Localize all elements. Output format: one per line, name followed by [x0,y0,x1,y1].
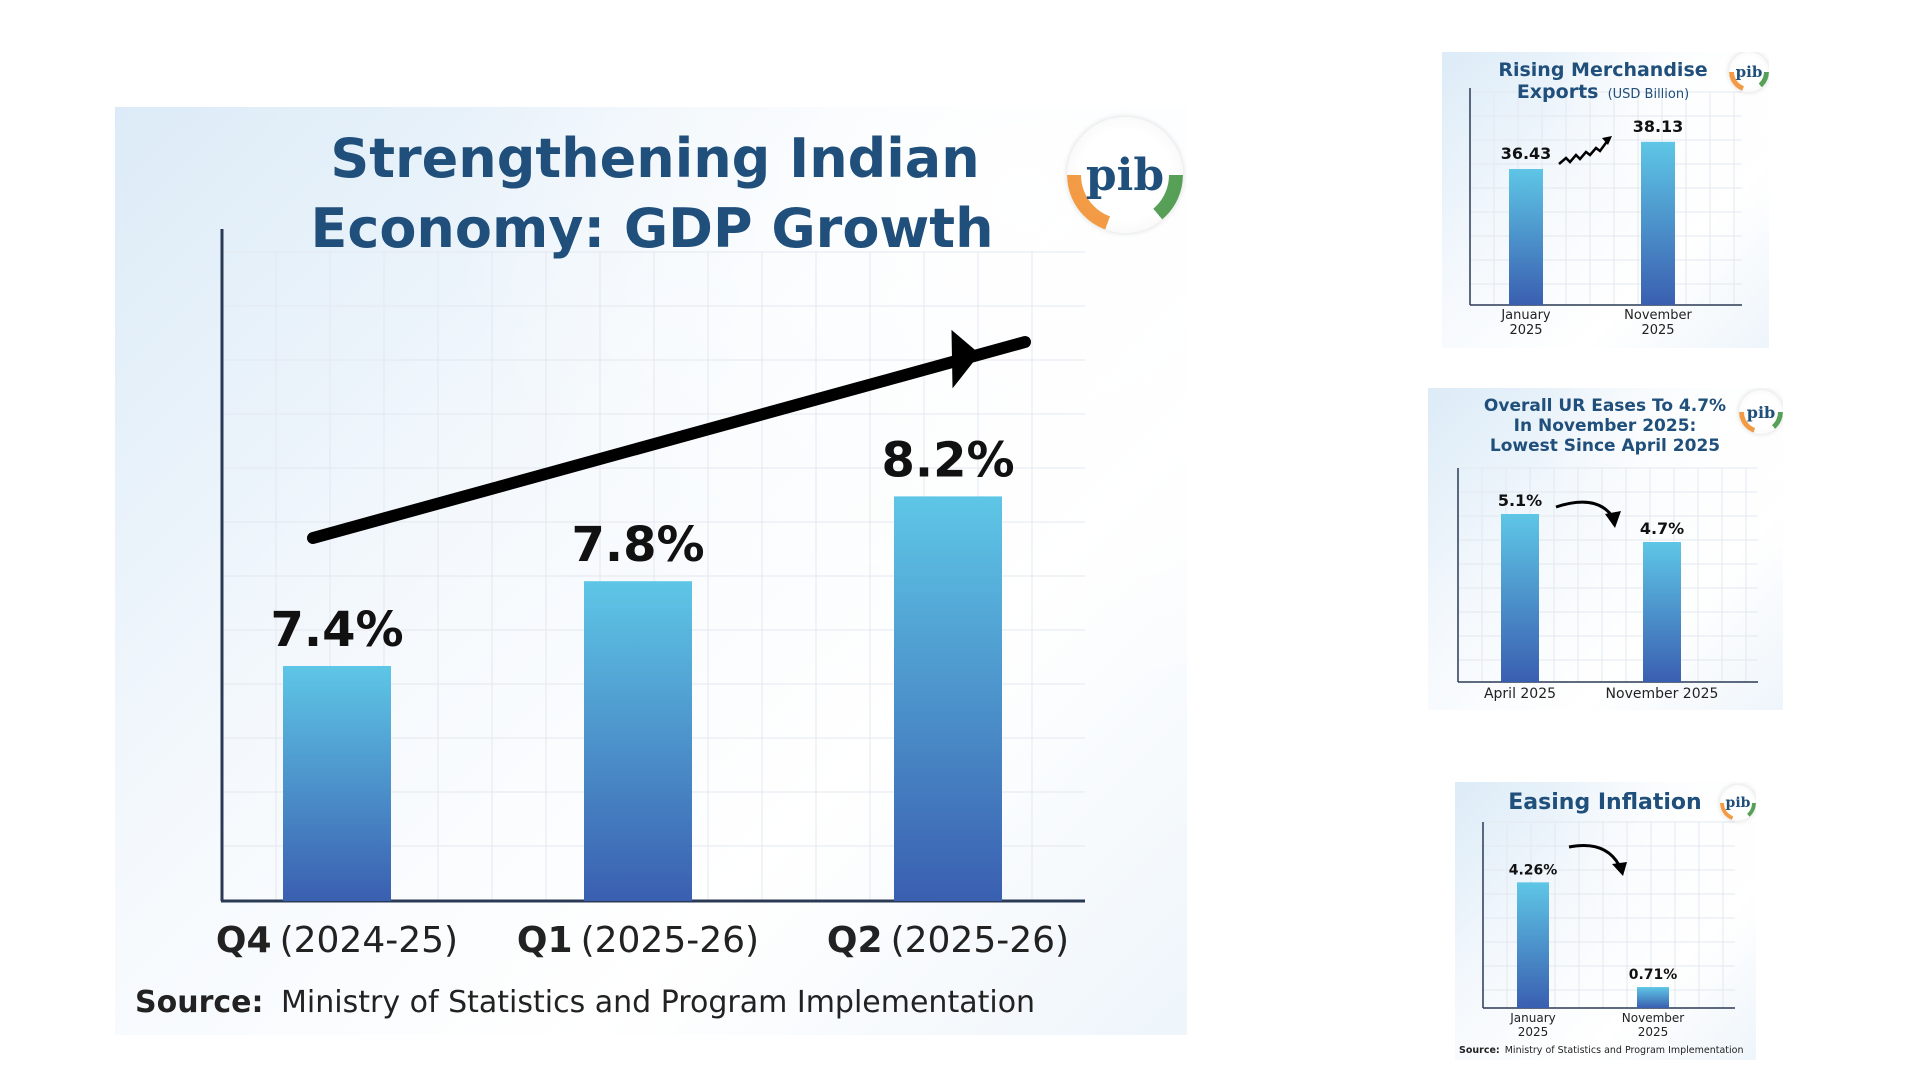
merchandise-exports-chart: Rising Merchandise Exports (USD Billion)… [1469,59,1742,338]
x-tick-label-2-line-1: November [1624,308,1692,323]
value-label-1: 36.43 [1501,144,1552,163]
bar-2 [1643,542,1681,682]
unemployment-rate-chart-card: Overall UR Eases To 4.7% In November 202… [1428,388,1783,710]
unemployment-rate-chart: Overall UR Eases To 4.7% In November 202… [1457,396,1758,702]
easing-inflation-chart-card: Easing Inflation 4.26% 0.71% January 2025 N… [1455,782,1756,1060]
bar-2 [584,581,692,901]
trend-arrow [1558,136,1612,165]
value-label-2: 4.7% [1640,519,1684,538]
chart-unit: (USD Billion) [1608,87,1690,102]
x-tick-label-1: Q4 (2024-25) [216,920,458,961]
chart-title-line-2-wrap: Exports (USD Billion) [1517,81,1689,103]
bars: 36.43 38.13 [1501,117,1684,305]
value-label-3: 8.2% [881,432,1014,488]
value-label-1: 4.26% [1509,862,1558,878]
chart-title-line-2: In November 2025: [1514,416,1697,436]
x-tick-label-2-line-2: 2025 [1638,1025,1669,1039]
trend-arrow [1568,844,1627,876]
chart-title-line-1: Rising Merchandise [1498,59,1707,81]
chart-title-line-2: Exports [1517,81,1599,103]
x-tick-label-1: April 2025 [1484,686,1556,702]
pib-logo: pib [1739,390,1783,434]
bar-1 [1509,169,1543,305]
chart-title-line-1: Strengthening Indian [330,127,979,190]
gdp-growth-chart: Strengthening Indian Economy: GDP Growth… [135,127,1085,1020]
source-label: Source: [135,985,264,1020]
bar-3 [894,496,1002,901]
x-tick-label-1-bold: Q4 [216,920,272,961]
bar-1 [1501,514,1539,682]
chart-title-line-3: Lowest Since April 2025 [1490,436,1720,456]
value-label-2: 7.8% [571,517,704,573]
x-tick-label-1-line-2: 2025 [1509,323,1542,338]
x-tick-label-1-line-2: 2025 [1518,1025,1549,1039]
x-tick-label-2-line-1: November [1622,1011,1684,1025]
x-tick-label-2-line-2: 2025 [1641,323,1674,338]
value-label-2: 0.71% [1629,967,1678,983]
x-tick-label-2: Q1 (2025-26) [517,920,759,961]
x-tick-label-3-rest: (2025-26) [891,920,1070,961]
bar-2 [1641,141,1675,305]
source-text: Ministry of Statistics and Program Imple… [1505,1045,1744,1056]
x-tick-label-3-bold: Q2 [827,920,883,961]
trend-arrow [1555,500,1621,528]
chart-title-line-1: Overall UR Eases To 4.7% [1484,396,1726,416]
bar-1 [283,666,391,901]
x-tick-label-2: November 2025 [1606,686,1719,702]
easing-inflation-chart: Easing Inflation 4.26%0.71% January2025N… [1459,790,1744,1056]
x-tick-labels: Q4 (2024-25) Q1 (2025-26) Q2 (2025-26) [216,920,1069,961]
bar-2 [1637,987,1669,1008]
bars: 7.4% 7.8% 8.2% [270,432,1015,901]
gdp-growth-chart-card: Strengthening Indian Economy: GDP Growth… [115,107,1187,1035]
x-tick-label-1-line-1: January [1500,308,1551,323]
value-label-2: 38.13 [1633,117,1684,136]
pib-logo: pib [1720,785,1756,821]
source-note: Source: Ministry of Statistics and Progr… [135,985,1035,1020]
pib-logo: pib [1067,117,1183,233]
x-tick-label-2-rest: (2025-26) [581,920,760,961]
x-tick-label-2-bold: Q1 [517,920,573,961]
bars: 5.1% 4.7% [1498,491,1684,682]
x-tick-label-3: Q2 (2025-26) [827,920,1069,961]
source-label: Source: [1459,1045,1500,1056]
trend-arrow [307,329,1031,544]
source-text: Ministry of Statistics and Program Imple… [281,985,1035,1020]
bar-1 [1517,882,1549,1008]
pib-logo: pib [1729,52,1769,92]
value-label-1: 7.4% [270,602,403,658]
x-tick-labels: April 2025 November 2025 [1484,686,1719,702]
chart-title-line-2: Economy: GDP Growth [310,197,993,260]
bars: 4.26% 0.71% [1509,862,1678,1008]
source-note: Source: Ministry of Statistics and Progr… [1459,1045,1744,1056]
x-tick-label-1-line-1: January [1509,1011,1556,1025]
merchandise-exports-chart-card: Rising Merchandise Exports (USD Billion)… [1442,52,1769,348]
value-label-1: 5.1% [1498,491,1542,510]
x-tick-label-1-rest: (2024-25) [280,920,459,961]
chart-title: Easing Inflation [1508,790,1701,815]
